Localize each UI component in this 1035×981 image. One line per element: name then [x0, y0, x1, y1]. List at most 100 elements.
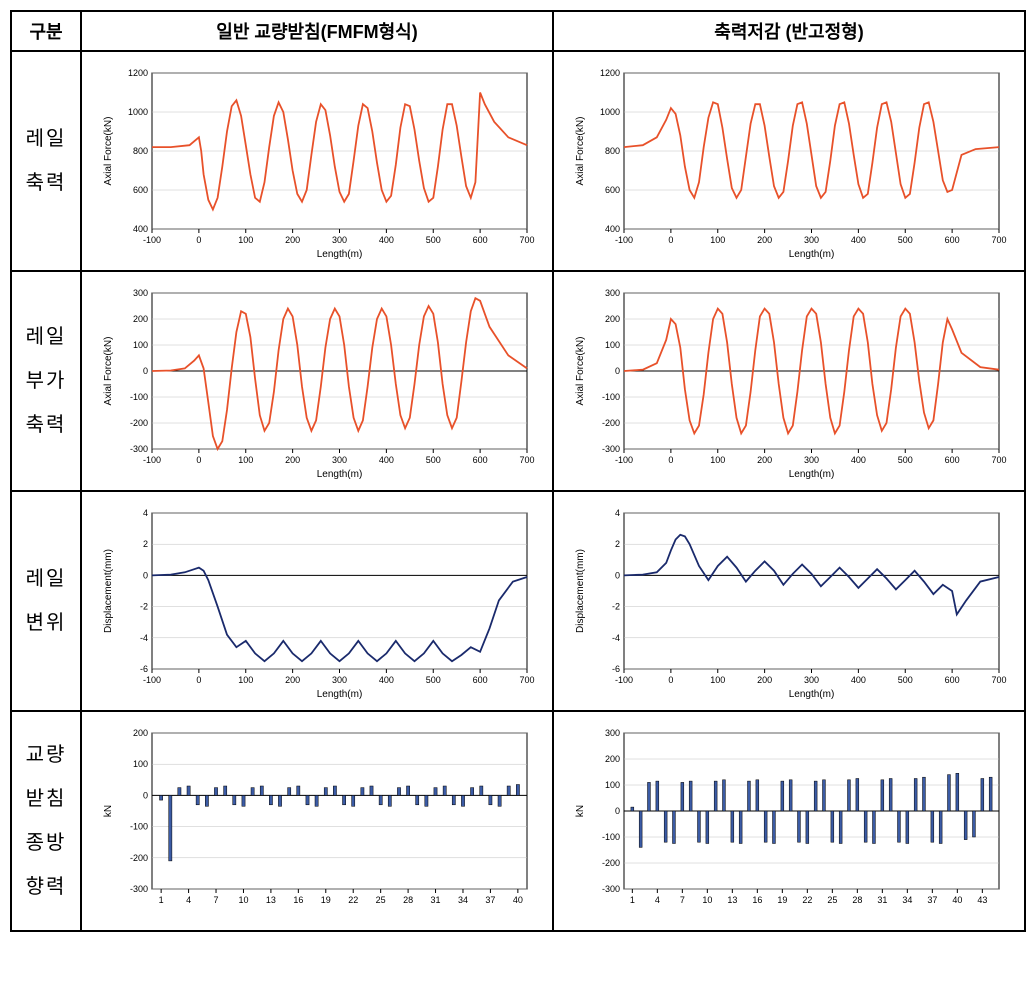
- svg-text:-2: -2: [140, 602, 148, 612]
- svg-text:300: 300: [332, 235, 347, 245]
- svg-text:200: 200: [285, 455, 300, 465]
- svg-text:Displacement(mm): Displacement(mm): [103, 549, 114, 633]
- chart-r4c2: -300-200-1000100200300147101316192225283…: [553, 711, 1025, 931]
- svg-text:0: 0: [615, 806, 620, 816]
- chart-r3c2: -6-4-2024-1000100200300400500600700Lengt…: [553, 491, 1025, 711]
- svg-text:400: 400: [379, 455, 394, 465]
- svg-text:Length(m): Length(m): [789, 249, 835, 260]
- svg-text:-100: -100: [143, 235, 161, 245]
- svg-text:500: 500: [898, 235, 913, 245]
- svg-text:1: 1: [159, 895, 164, 905]
- svg-text:-200: -200: [130, 853, 148, 863]
- svg-text:600: 600: [945, 675, 960, 685]
- chart-r2c1: -300-200-1000100200300-10001002003004005…: [81, 271, 553, 491]
- svg-text:-4: -4: [612, 633, 620, 643]
- svg-text:600: 600: [945, 455, 960, 465]
- svg-text:-100: -100: [143, 455, 161, 465]
- svg-text:7: 7: [214, 895, 219, 905]
- svg-text:600: 600: [473, 455, 488, 465]
- comparison-table: 구분 일반 교량받침(FMFM형식) 축력저감 (반고정형) 레일축력 4006…: [10, 10, 1026, 932]
- svg-text:16: 16: [293, 895, 303, 905]
- svg-text:600: 600: [473, 235, 488, 245]
- svg-text:0: 0: [615, 570, 620, 580]
- svg-text:19: 19: [777, 895, 787, 905]
- svg-text:200: 200: [285, 675, 300, 685]
- svg-text:0: 0: [143, 366, 148, 376]
- svg-text:600: 600: [133, 185, 148, 195]
- svg-text:4: 4: [186, 895, 191, 905]
- svg-text:200: 200: [285, 235, 300, 245]
- svg-text:500: 500: [898, 675, 913, 685]
- svg-text:700: 700: [991, 675, 1006, 685]
- svg-text:Length(m): Length(m): [789, 689, 835, 700]
- svg-text:300: 300: [605, 288, 620, 298]
- svg-text:100: 100: [710, 235, 725, 245]
- svg-text:500: 500: [426, 675, 441, 685]
- svg-text:Length(m): Length(m): [317, 469, 363, 480]
- svg-text:200: 200: [605, 314, 620, 324]
- svg-text:100: 100: [133, 340, 148, 350]
- svg-text:200: 200: [605, 754, 620, 764]
- svg-text:400: 400: [379, 675, 394, 685]
- chart-r1c2: 40060080010001200-1000100200300400500600…: [553, 51, 1025, 271]
- row-label-rail-add-axial: 레일부가축력: [11, 271, 81, 491]
- svg-text:0: 0: [668, 455, 673, 465]
- svg-text:Length(m): Length(m): [789, 469, 835, 480]
- svg-text:1000: 1000: [128, 107, 148, 117]
- header-category: 구분: [11, 11, 81, 51]
- chart-r4c1: -300-200-1000100200147101316192225283134…: [81, 711, 553, 931]
- svg-text:1200: 1200: [128, 68, 148, 78]
- svg-text:300: 300: [804, 455, 819, 465]
- svg-text:100: 100: [238, 455, 253, 465]
- svg-text:300: 300: [605, 728, 620, 738]
- svg-text:7: 7: [680, 895, 685, 905]
- svg-text:-200: -200: [130, 418, 148, 428]
- svg-text:100: 100: [605, 780, 620, 790]
- svg-text:200: 200: [133, 314, 148, 324]
- svg-text:0: 0: [196, 675, 201, 685]
- svg-text:100: 100: [238, 235, 253, 245]
- svg-text:200: 200: [757, 235, 772, 245]
- svg-text:100: 100: [605, 340, 620, 350]
- row-label-rail-axial: 레일축력: [11, 51, 81, 271]
- svg-text:0: 0: [196, 455, 201, 465]
- svg-text:-200: -200: [602, 418, 620, 428]
- svg-text:0: 0: [668, 235, 673, 245]
- svg-text:13: 13: [727, 895, 737, 905]
- svg-text:300: 300: [804, 675, 819, 685]
- svg-text:400: 400: [851, 235, 866, 245]
- svg-text:-300: -300: [130, 444, 148, 454]
- svg-text:-100: -100: [602, 392, 620, 402]
- svg-text:34: 34: [902, 895, 912, 905]
- svg-text:300: 300: [133, 288, 148, 298]
- header-force-reduction: 축력저감 (반고정형): [553, 11, 1025, 51]
- svg-text:-100: -100: [615, 235, 633, 245]
- svg-text:-2: -2: [612, 602, 620, 612]
- svg-text:19: 19: [321, 895, 331, 905]
- svg-text:300: 300: [332, 675, 347, 685]
- svg-text:-100: -100: [615, 675, 633, 685]
- svg-text:400: 400: [851, 675, 866, 685]
- svg-text:400: 400: [379, 235, 394, 245]
- svg-text:400: 400: [851, 455, 866, 465]
- svg-text:0: 0: [668, 675, 673, 685]
- header-general-bearing: 일반 교량받침(FMFM형식): [81, 11, 553, 51]
- row-label-rail-disp: 레일변위: [11, 491, 81, 711]
- svg-text:600: 600: [473, 675, 488, 685]
- svg-text:-300: -300: [602, 444, 620, 454]
- svg-text:Axial Force(kN): Axial Force(kN): [103, 337, 114, 406]
- svg-text:100: 100: [710, 455, 725, 465]
- svg-text:-100: -100: [615, 455, 633, 465]
- svg-text:31: 31: [431, 895, 441, 905]
- svg-text:500: 500: [426, 235, 441, 245]
- svg-text:Length(m): Length(m): [317, 689, 363, 700]
- svg-text:-100: -100: [130, 822, 148, 832]
- svg-text:300: 300: [332, 455, 347, 465]
- svg-text:500: 500: [426, 455, 441, 465]
- svg-text:Axial Force(kN): Axial Force(kN): [575, 117, 586, 186]
- svg-text:4: 4: [655, 895, 660, 905]
- svg-text:10: 10: [238, 895, 248, 905]
- svg-text:400: 400: [605, 224, 620, 234]
- chart-r2c2: -300-200-1000100200300-10001002003004005…: [553, 271, 1025, 491]
- svg-text:400: 400: [133, 224, 148, 234]
